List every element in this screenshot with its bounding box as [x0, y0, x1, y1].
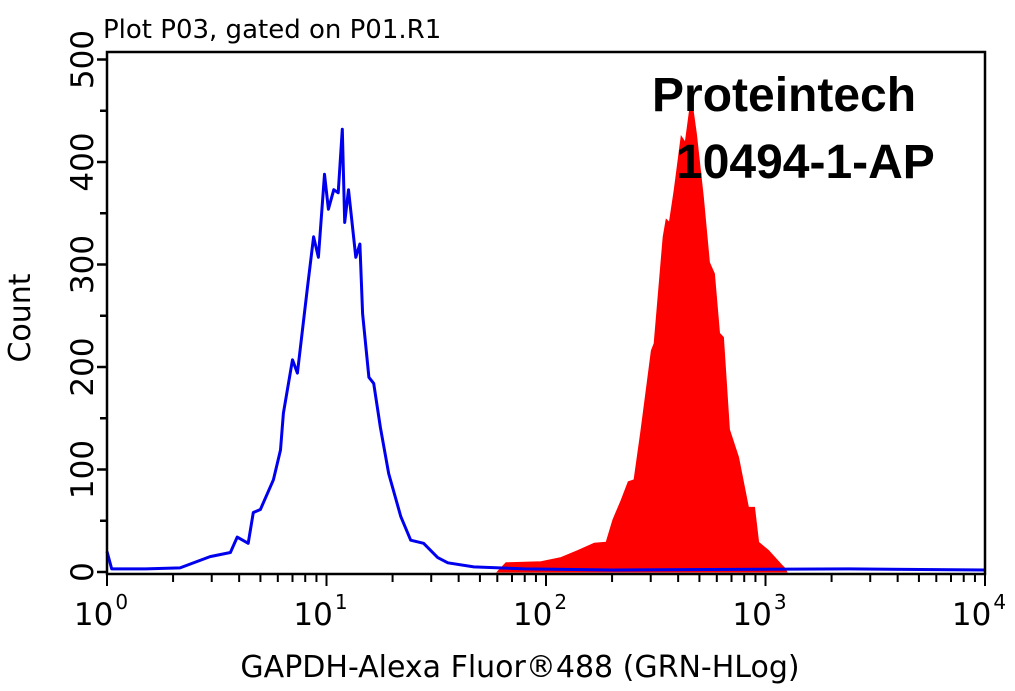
y-tick-label: 400: [65, 132, 101, 191]
y-tick-label: 500: [65, 30, 101, 89]
x-axis-title: GAPDH-Alexa Fluor®488 (GRN-HLog): [240, 650, 799, 685]
series-layer: [105, 97, 986, 573]
x-tick-label: 10 2: [513, 590, 567, 633]
x-tick-exponent: 2: [554, 590, 567, 614]
x-tick-label: 10 1: [293, 590, 347, 633]
x-tick-exponent: 3: [774, 590, 787, 614]
y-tick-label: 200: [65, 337, 101, 396]
x-tick-exponent: 1: [335, 590, 348, 614]
series-line-histogram: [105, 127, 986, 572]
y-tick-label: 100: [65, 440, 101, 499]
y-axis-title: Count: [3, 273, 38, 362]
y-tick-label: 0: [65, 562, 101, 582]
annotation-catalog-number: 10494-1-AP: [676, 136, 935, 189]
x-tick-label: 10 0: [74, 590, 128, 633]
y-tick-label: 300: [65, 235, 101, 294]
plot-title: Plot P03, gated on P01.R1: [103, 15, 441, 45]
x-tick-label: 10 3: [732, 590, 786, 633]
plot-frame: [105, 50, 987, 576]
x-tick-exponent: 4: [993, 590, 1006, 614]
series-filled-histogram: [496, 97, 788, 573]
x-tick-label: 10 4: [952, 590, 1006, 633]
x-tick-exponent: 0: [115, 590, 128, 614]
annotation-brand: Proteintech: [652, 69, 916, 122]
